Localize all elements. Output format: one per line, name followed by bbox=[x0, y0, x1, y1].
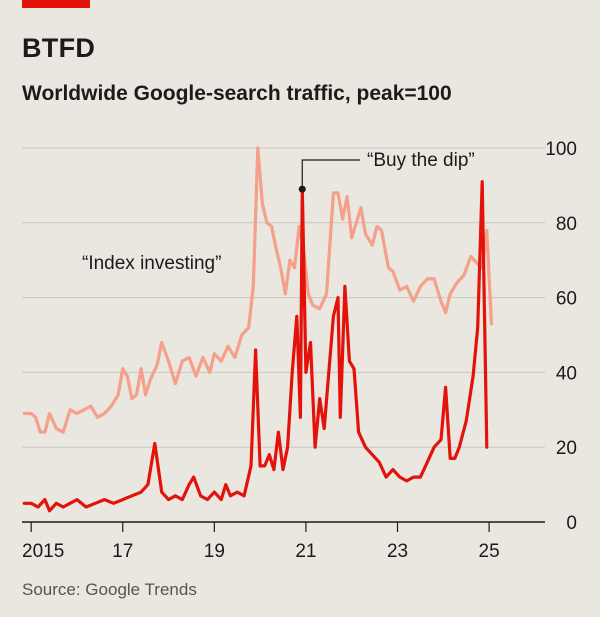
series-line-index_investing bbox=[22, 146, 493, 434]
x-tick-label-17: 17 bbox=[112, 541, 133, 562]
brand-bar bbox=[22, 0, 90, 8]
annotation-label-buy-the-dip: “Buy the dip” bbox=[367, 150, 475, 171]
x-tick-labels: 2015 17 19 21 23 25 bbox=[22, 522, 500, 562]
y-tick-label-20: 20 bbox=[556, 438, 577, 459]
series-layer bbox=[22, 146, 493, 513]
source-note: Source: Google Trends bbox=[22, 580, 197, 599]
gridlines bbox=[22, 147, 545, 448]
y-tick-label-0: 0 bbox=[566, 513, 577, 534]
x-tick-label-21: 21 bbox=[295, 541, 316, 562]
y-tick-label-40: 40 bbox=[556, 363, 577, 384]
chart-title: BTFD bbox=[22, 33, 96, 63]
series-line-buy_the_dip bbox=[22, 180, 489, 513]
annotation-label-index-investing: “Index investing” bbox=[82, 253, 221, 274]
annotation-dot-buy-the-dip bbox=[298, 185, 306, 193]
chart-subtitle: Worldwide Google-search traffic, peak=10… bbox=[22, 82, 452, 105]
annotations: “Buy the dip” “Index investing” bbox=[82, 150, 475, 274]
x-tick-label-2015: 2015 bbox=[22, 541, 64, 562]
y-tick-labels: 0 20 40 60 80 100 bbox=[545, 139, 577, 534]
x-tick-label-19: 19 bbox=[204, 541, 225, 562]
x-tick-label-25: 25 bbox=[479, 541, 500, 562]
y-tick-label-80: 80 bbox=[556, 214, 577, 235]
x-tick-label-23: 23 bbox=[387, 541, 408, 562]
annotation-leader-buy-the-dip bbox=[301, 159, 360, 187]
y-tick-label-100: 100 bbox=[545, 139, 577, 160]
y-tick-label-60: 60 bbox=[556, 289, 577, 310]
